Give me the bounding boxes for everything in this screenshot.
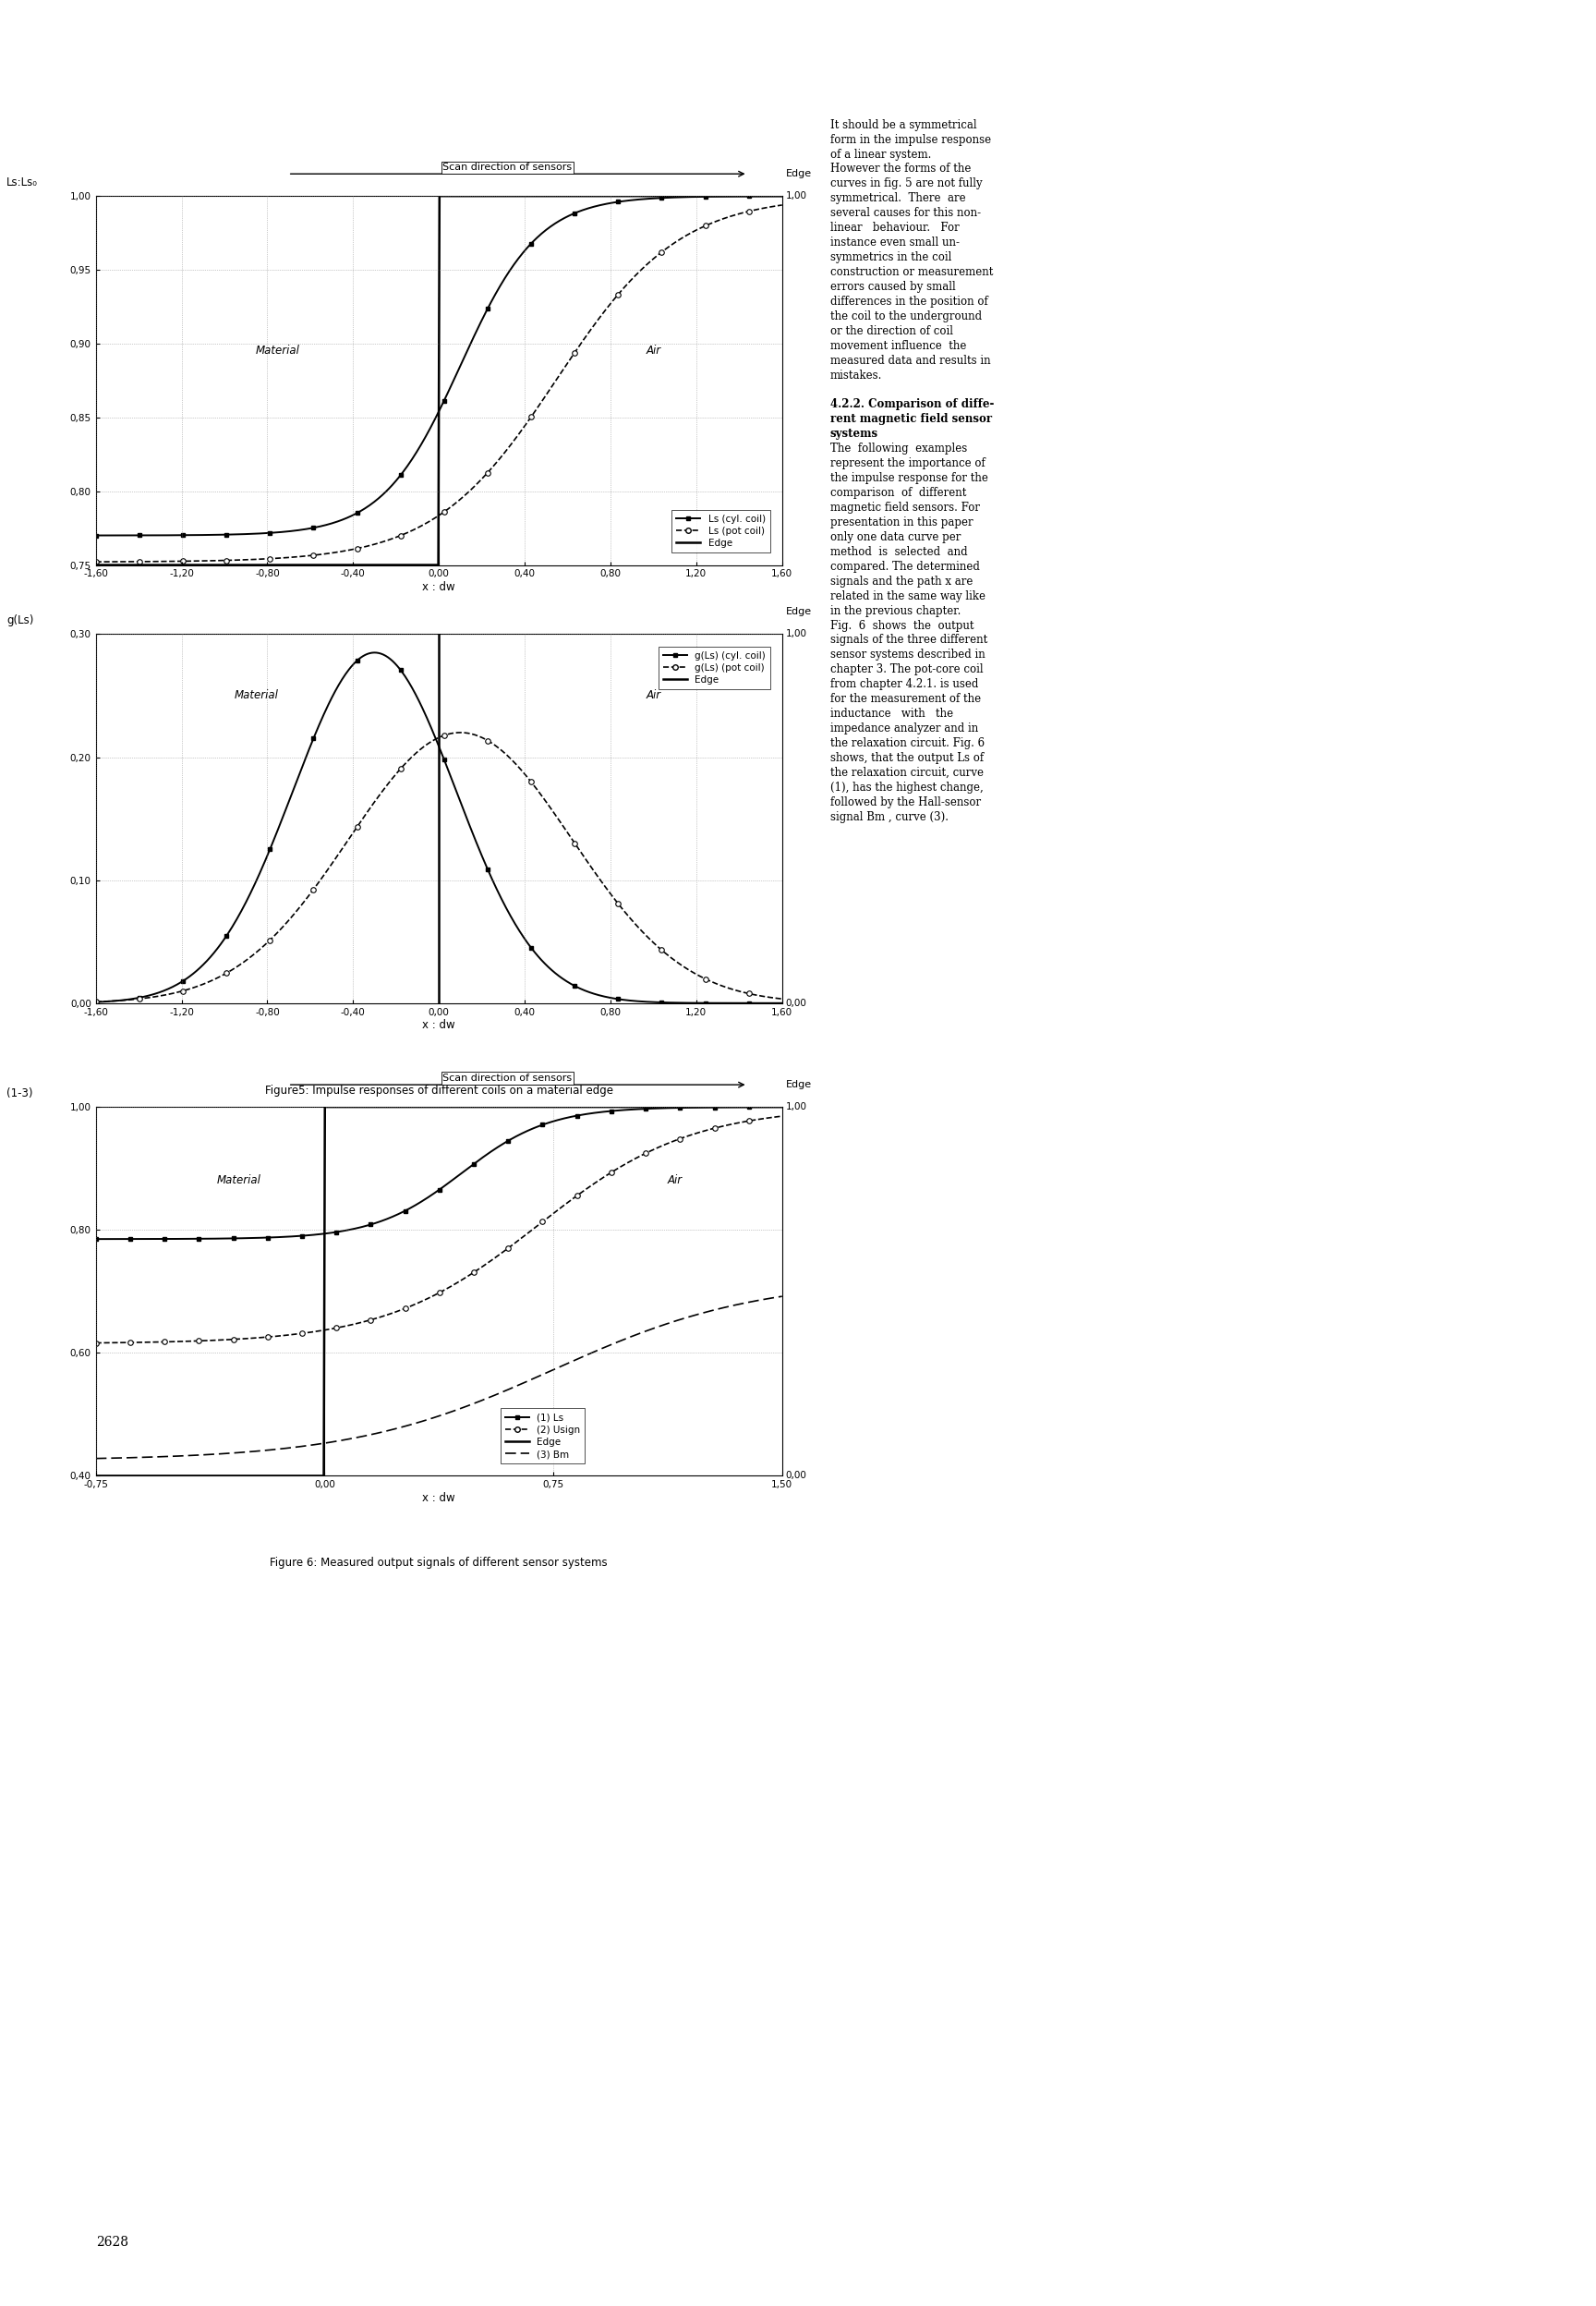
Text: measured data and results in: measured data and results in — [830, 355, 990, 367]
Text: However the forms of the: However the forms of the — [830, 164, 970, 175]
Text: sensor systems described in: sensor systems described in — [830, 648, 985, 662]
Text: Edge: Edge — [785, 1079, 811, 1088]
Text: signals and the path x are: signals and the path x are — [830, 574, 972, 588]
Text: 4.2.2. Comparison of diffe-: 4.2.2. Comparison of diffe- — [830, 399, 994, 410]
Text: The  following  examples: The following examples — [830, 443, 967, 454]
Legend: g(Ls) (cyl. coil), g(Ls) (pot coil), Edge: g(Ls) (cyl. coil), g(Ls) (pot coil), Edg… — [658, 646, 771, 689]
Text: construction or measurement: construction or measurement — [830, 265, 993, 279]
Text: impedance analyzer and in: impedance analyzer and in — [830, 722, 978, 736]
Text: rent magnetic field sensor: rent magnetic field sensor — [830, 413, 991, 424]
Text: It should be a symmetrical: It should be a symmetrical — [830, 120, 977, 131]
Text: compared. The determined: compared. The determined — [830, 560, 980, 572]
Text: only one data curve per: only one data curve per — [830, 530, 961, 544]
Text: Air: Air — [646, 346, 661, 357]
Text: (1-3): (1-3) — [6, 1088, 34, 1100]
Text: Material: Material — [217, 1174, 262, 1188]
Text: the coil to the underground: the coil to the underground — [830, 311, 982, 323]
Text: of a linear system.: of a linear system. — [830, 148, 930, 161]
Text: or the direction of coil: or the direction of coil — [830, 325, 953, 337]
Text: chapter 3. The pot-core coil: chapter 3. The pot-core coil — [830, 664, 983, 676]
Text: 0,00: 0,00 — [785, 998, 806, 1008]
Text: inductance   with   the: inductance with the — [830, 708, 953, 719]
Text: 1,00: 1,00 — [785, 191, 806, 201]
Text: Scan direction of sensors: Scan direction of sensors — [442, 164, 573, 173]
Text: in the previous chapter.: in the previous chapter. — [830, 604, 961, 616]
Text: instance even small un-: instance even small un- — [830, 238, 959, 249]
Text: several causes for this non-: several causes for this non- — [830, 208, 980, 219]
Text: 0,00: 0,00 — [785, 1471, 806, 1480]
Text: form in the impulse response: form in the impulse response — [830, 134, 991, 145]
Text: the impulse response for the: the impulse response for the — [830, 473, 988, 484]
Text: Air: Air — [667, 1174, 683, 1188]
Text: for the measurement of the: for the measurement of the — [830, 694, 980, 706]
Text: signals of the three different: signals of the three different — [830, 634, 988, 646]
Text: 1,00: 1,00 — [785, 1102, 806, 1111]
Text: Figure5: Impulse responses of different coils on a material edge: Figure5: Impulse responses of different … — [265, 1084, 613, 1095]
Text: Ls:Ls₀: Ls:Ls₀ — [6, 178, 38, 189]
Text: curves in fig. 5 are not fully: curves in fig. 5 are not fully — [830, 178, 982, 189]
Text: method  is  selected  and: method is selected and — [830, 547, 967, 558]
Text: Air: Air — [646, 689, 661, 701]
X-axis label: x : dw: x : dw — [423, 1019, 455, 1031]
Text: from chapter 4.2.1. is used: from chapter 4.2.1. is used — [830, 678, 978, 689]
Text: the relaxation circuit. Fig. 6: the relaxation circuit. Fig. 6 — [830, 738, 985, 749]
Text: magnetic field sensors. For: magnetic field sensors. For — [830, 503, 980, 514]
Text: shows, that the output Ls of: shows, that the output Ls of — [830, 752, 983, 763]
X-axis label: x : dw: x : dw — [423, 1492, 455, 1504]
Text: Figure 4: Measured inductances of different coils on an edge: Figure 4: Measured inductances of differ… — [273, 646, 605, 657]
Text: (1), has the highest change,: (1), has the highest change, — [830, 782, 983, 793]
Text: the relaxation circuit, curve: the relaxation circuit, curve — [830, 766, 983, 779]
Text: movement influence  the: movement influence the — [830, 339, 966, 353]
Text: errors caused by small: errors caused by small — [830, 281, 956, 293]
Text: Edge: Edge — [785, 168, 811, 178]
Text: Material: Material — [255, 346, 300, 357]
Text: differences in the position of: differences in the position of — [830, 295, 988, 307]
Text: symmetrics in the coil: symmetrics in the coil — [830, 251, 951, 263]
Text: linear   behaviour.   For: linear behaviour. For — [830, 221, 959, 233]
Text: presentation in this paper: presentation in this paper — [830, 517, 972, 528]
Text: followed by the Hall-sensor: followed by the Hall-sensor — [830, 796, 980, 807]
Text: 1,00: 1,00 — [785, 630, 806, 639]
Text: Figure 6: Measured output signals of different sensor systems: Figure 6: Measured output signals of dif… — [270, 1557, 608, 1568]
Text: related in the same way like: related in the same way like — [830, 590, 985, 602]
Text: mistakes.: mistakes. — [830, 369, 883, 380]
Legend: (1) Ls, (2) Usign, Edge, (3) Bm: (1) Ls, (2) Usign, Edge, (3) Bm — [500, 1409, 586, 1464]
Text: represent the importance of: represent the importance of — [830, 457, 985, 470]
Text: Scan direction of sensors: Scan direction of sensors — [442, 1075, 573, 1084]
Text: Material: Material — [235, 689, 279, 701]
Text: comparison  of  different: comparison of different — [830, 487, 966, 498]
Legend: Ls (cyl. coil), Ls (pot coil), Edge: Ls (cyl. coil), Ls (pot coil), Edge — [672, 510, 771, 553]
Text: Fig.  6  shows  the  output: Fig. 6 shows the output — [830, 620, 974, 632]
Text: g(Ls): g(Ls) — [6, 616, 34, 627]
Text: systems: systems — [830, 429, 878, 440]
X-axis label: x : dw: x : dw — [423, 581, 455, 593]
Text: Edge: Edge — [785, 606, 811, 616]
Text: 2628: 2628 — [96, 2235, 128, 2248]
Text: symmetrical.  There  are: symmetrical. There are — [830, 191, 966, 205]
Text: signal Bm , curve (3).: signal Bm , curve (3). — [830, 812, 948, 823]
